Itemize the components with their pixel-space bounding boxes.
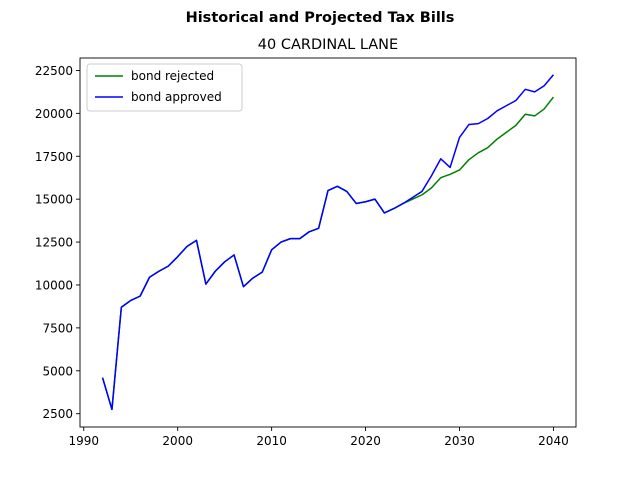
legend: bond rejected bond approved bbox=[86, 63, 243, 112]
x-tick-label: 1990 bbox=[68, 434, 99, 448]
x-tick-label: 2010 bbox=[256, 434, 287, 448]
y-tick-label: 12500 bbox=[35, 236, 73, 250]
chart-title: 40 CARDINAL LANE bbox=[258, 37, 398, 53]
chart-suptitle: Historical and Projected Tax Bills bbox=[186, 10, 455, 26]
y-tick-label: 10000 bbox=[35, 278, 73, 292]
series-line-bond-rejected bbox=[101, 96, 555, 411]
y-tick-label: 15000 bbox=[35, 193, 73, 207]
series-line-bond-approved bbox=[101, 74, 555, 411]
y-tick-label: 22500 bbox=[35, 64, 73, 78]
y-tick-label: 17500 bbox=[35, 150, 73, 164]
x-tick-label: 2030 bbox=[444, 434, 475, 448]
plot-frame bbox=[79, 57, 577, 428]
x-tick-label: 2000 bbox=[162, 434, 193, 448]
plot-area bbox=[101, 74, 555, 411]
y-tick-label: 20000 bbox=[35, 107, 73, 121]
y-tick-label: 2500 bbox=[42, 407, 73, 421]
x-tick-label: 2020 bbox=[350, 434, 381, 448]
legend-label-bond-rejected: bond rejected bbox=[131, 69, 214, 83]
x-tick-label: 2040 bbox=[538, 434, 569, 448]
legend-label-bond-approved: bond approved bbox=[131, 90, 222, 104]
axes: 1990 2000 2010 2020 2030 2040 2500 5000 7500 1000… bbox=[35, 64, 569, 448]
y-tick-label: 5000 bbox=[42, 364, 73, 378]
y-tick-label: 7500 bbox=[42, 321, 73, 335]
legend-box bbox=[86, 63, 243, 112]
